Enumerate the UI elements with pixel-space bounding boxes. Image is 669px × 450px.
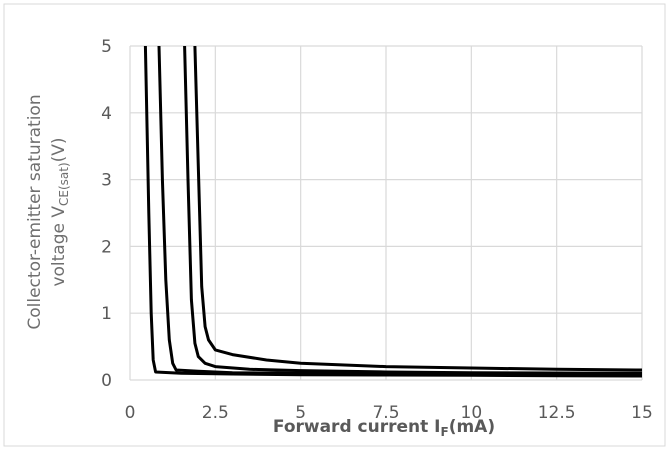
series-line-4 (193, 45, 643, 372)
x-axis-title: Forward current IF(mA) (273, 417, 495, 439)
y-axis-title-line2: voltage VCE(sat)(V) (49, 137, 71, 286)
x-tick-label: 15 (631, 403, 653, 423)
x-tick-labels: 0 2.5 5 7.5 10 12.5 15 (125, 403, 653, 423)
y-axis-title: Collector-emitter saturation voltage VCE… (25, 94, 71, 329)
x-tick-label: 0 (125, 403, 136, 423)
x-tick-label: 10 (461, 403, 483, 423)
y-tick-label: 4 (101, 104, 112, 124)
x-tick-label: 7.5 (372, 403, 399, 423)
y-tick-label: 3 (101, 171, 112, 191)
y-tick-label: 2 (101, 237, 112, 257)
gridlines (129, 45, 643, 381)
x-tick-label: 2.5 (202, 403, 229, 423)
x-tick-label: 12.5 (538, 403, 576, 423)
y-axis-title-line1: Collector-emitter saturation (25, 94, 45, 329)
y-tick-label: 5 (101, 37, 112, 57)
series-line-2 (157, 45, 643, 377)
series-lines (143, 45, 643, 378)
x-tick-label: 5 (295, 403, 306, 423)
series-line-3 (183, 45, 643, 375)
y-tick-label: 1 (101, 304, 112, 324)
y-tick-label: 0 (101, 371, 112, 391)
y-tick-labels: 0 1 2 3 4 5 (101, 37, 112, 391)
